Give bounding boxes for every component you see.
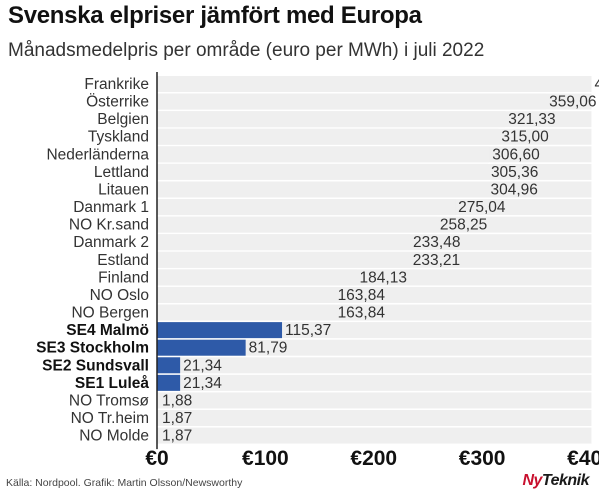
value-label: 1,87 — [162, 410, 192, 427]
category-label: Finland — [98, 269, 149, 286]
bar — [157, 199, 456, 216]
value-label: 275,04 — [458, 199, 506, 216]
bar — [157, 93, 547, 110]
bar-background — [157, 374, 592, 391]
value-label: 81,79 — [249, 340, 288, 357]
value-label: 321,33 — [508, 111, 555, 128]
category-label: Tyskland — [88, 129, 149, 146]
chart-title: Svenska elpriser jämfört med Europa — [8, 2, 422, 29]
category-label: NO Tr.heim — [71, 410, 149, 427]
category-label: Danmark 1 — [73, 199, 149, 216]
value-label: 233,21 — [413, 252, 460, 269]
logo-teknik-text: Teknik — [541, 472, 590, 489]
x-tick-label: €200 — [350, 447, 397, 470]
bar — [157, 374, 181, 391]
category-label: Danmark 2 — [73, 234, 149, 251]
bar — [157, 163, 488, 180]
value-label: 163,84 — [338, 305, 386, 322]
value-label: 1,87 — [162, 428, 192, 445]
bar — [157, 322, 283, 339]
category-label: NO Tromsø — [69, 392, 150, 409]
category-label: Litauen — [98, 181, 149, 198]
bar-background — [157, 339, 592, 356]
bar — [157, 339, 246, 356]
bar — [157, 146, 490, 163]
chart-subtitle: Månadsmedelpris per område (euro per MWh… — [8, 40, 485, 61]
value-label: 258,25 — [440, 217, 487, 234]
category-label: Lettland — [94, 164, 149, 181]
x-tick-label: €400 — [567, 447, 599, 470]
bar — [157, 410, 160, 427]
bar — [157, 128, 499, 145]
category-label: Österrike — [86, 93, 149, 111]
bar — [157, 357, 181, 374]
value-label: 163,84 — [338, 287, 386, 304]
value-label: 306,60 — [492, 146, 540, 163]
category-label: SE1 Luleå — [75, 375, 149, 392]
category-label: Estland — [97, 252, 149, 269]
logo-ny-text: Ny — [522, 472, 542, 489]
value-label: 304,96 — [491, 181, 538, 198]
value-label: 1,88 — [162, 392, 192, 409]
category-label: NO Oslo — [90, 287, 149, 304]
category-label: Nederländerna — [46, 146, 149, 163]
bar — [157, 427, 160, 444]
value-label: 21,34 — [183, 375, 222, 392]
bar-background — [157, 410, 592, 427]
bar — [157, 216, 437, 233]
value-label: 305,36 — [491, 164, 538, 181]
value-label: 184,13 — [360, 269, 407, 286]
bar-background — [157, 392, 592, 409]
category-label: SE3 Stockholm — [36, 340, 149, 357]
bar — [157, 76, 592, 92]
value-label: 359,06 — [549, 94, 596, 111]
x-tick-label: €300 — [459, 447, 506, 470]
category-label: NO Kr.sand — [69, 217, 149, 234]
category-label: NO Bergen — [71, 305, 149, 322]
value-label: 400,87 — [594, 76, 599, 93]
bar-background — [157, 427, 592, 444]
value-label: 233,48 — [413, 234, 460, 251]
category-label: SE4 Malmö — [66, 322, 149, 339]
bar — [157, 304, 335, 321]
category-label: SE2 Sundsvall — [42, 357, 149, 374]
bar — [157, 286, 335, 303]
category-label: NO Molde — [79, 428, 149, 445]
bar — [157, 111, 506, 128]
bar — [157, 269, 357, 286]
bar — [157, 392, 160, 409]
value-label: 21,34 — [183, 357, 222, 374]
bar-background — [157, 357, 592, 374]
bar — [157, 234, 411, 251]
bar — [157, 181, 488, 198]
value-label: 315,00 — [501, 129, 549, 146]
bar — [157, 251, 410, 268]
x-tick-label: €0 — [145, 447, 168, 470]
category-label: Belgien — [97, 111, 149, 128]
category-label: Frankrike — [84, 76, 149, 93]
value-label: 115,37 — [285, 322, 331, 339]
source-credit: Källa: Nordpool. Grafik: Martin Olsson/N… — [6, 477, 243, 489]
x-tick-label: €100 — [242, 447, 289, 470]
nyteknik-logo: NyTeknik — [522, 472, 589, 490]
